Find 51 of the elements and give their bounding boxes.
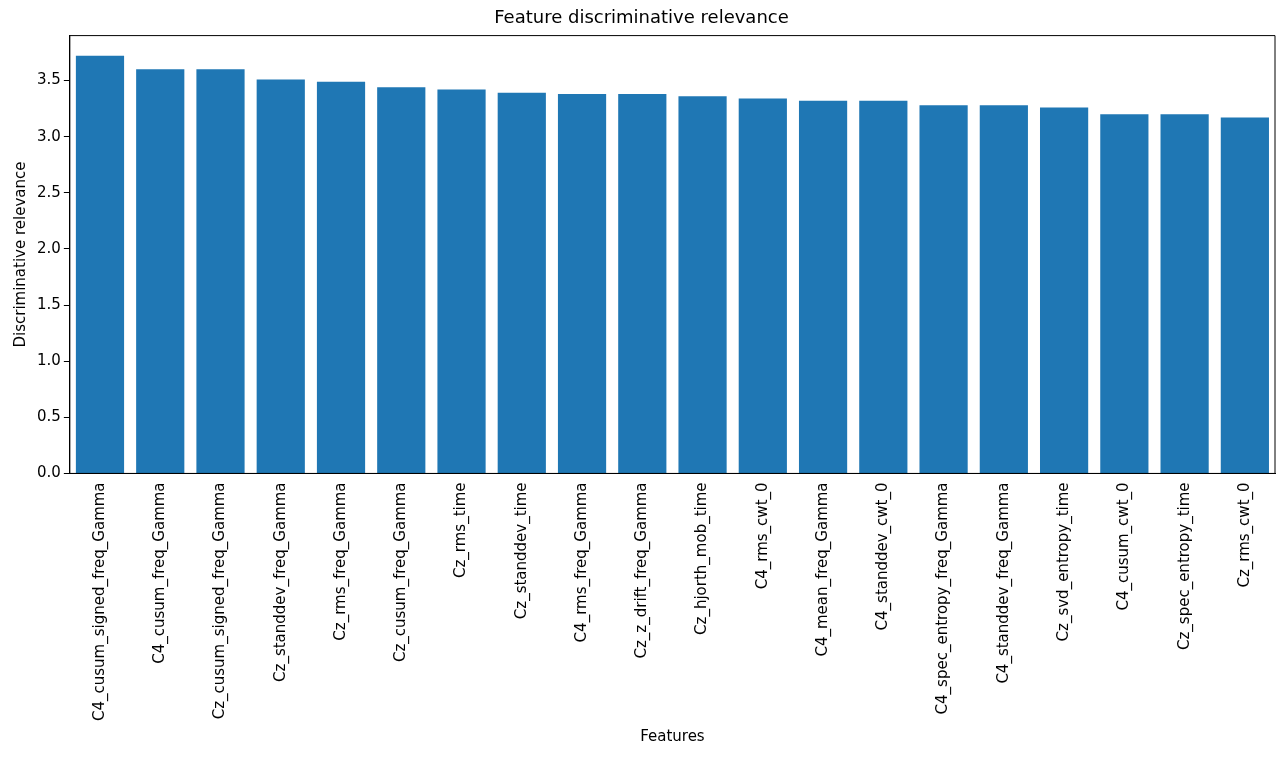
x-tick-label: Cz_z_drift_freq_Gamma (632, 482, 652, 659)
x-tick-label: Cz_cusum_signed_freq_Gamma (210, 482, 230, 720)
bar (316, 81, 366, 473)
x-tick-label: C4_rms_cwt_0 (752, 482, 772, 590)
bar (979, 105, 1028, 473)
x-tick-label: C4_mean_freq_Gamma (812, 482, 832, 657)
y-tick-label: 2.0 (37, 238, 61, 257)
y-tick-label: 0.0 (37, 463, 61, 482)
bar (919, 105, 968, 473)
x-tick-label: Cz_hjorth_mob_time (692, 482, 712, 635)
bar (557, 93, 607, 473)
bar (136, 69, 185, 473)
bar (1160, 114, 1209, 473)
x-axis-title: Features (640, 726, 705, 745)
x-tick-label: Cz_spec_entropy_time (1174, 482, 1194, 651)
x-tick-label: C4_cusum_signed_freq_Gamma (89, 482, 109, 722)
y-axis-title: Discriminative relevance (10, 161, 29, 348)
x-tick-label: C4_cusum_cwt_0 (1114, 482, 1134, 611)
bar (859, 100, 908, 473)
bar (75, 55, 125, 473)
y-tick-label: 3.5 (37, 70, 61, 89)
bar (1040, 107, 1089, 473)
bar (196, 69, 245, 473)
bar (678, 96, 727, 473)
y-tick-label: 2.5 (37, 182, 61, 201)
bar (256, 79, 305, 473)
x-tick-label: C4_cusum_freq_Gamma (150, 482, 170, 664)
y-tick-label: 1.5 (37, 294, 61, 313)
bar (738, 98, 787, 473)
x-tick-label: Cz_rms_freq_Gamma (330, 482, 350, 641)
y-tick-label: 0.5 (37, 407, 61, 426)
bar (1220, 117, 1269, 473)
chart-title: Feature discriminative relevance (494, 6, 789, 28)
x-tick-label: Cz_standdev_freq_Gamma (270, 482, 290, 682)
x-tick-label: C4_standdev_freq_Gamma (993, 482, 1013, 684)
bar (1100, 114, 1149, 473)
y-tick-label: 3.0 (37, 126, 61, 145)
x-tick-label: Cz_svd_entropy_time (1053, 482, 1073, 642)
bar (497, 92, 546, 473)
bar (798, 100, 848, 473)
y-tick-label: 1.0 (37, 351, 61, 370)
x-tick-label: Cz_rms_cwt_0 (1234, 482, 1254, 588)
x-tick-label: Cz_cusum_freq_Gamma (391, 482, 411, 663)
x-tick-label: Cz_rms_time (451, 482, 471, 579)
bar (377, 87, 426, 473)
bar (437, 89, 486, 473)
bar (618, 93, 667, 473)
x-tick-label: C4_rms_freq_Gamma (571, 482, 591, 643)
x-tick-label: Cz_standdev_time (511, 482, 531, 620)
x-tick-label: C4_standdev_cwt_0 (873, 482, 893, 631)
x-tick-label: C4_spec_entropy_freq_Gamma (933, 482, 953, 715)
